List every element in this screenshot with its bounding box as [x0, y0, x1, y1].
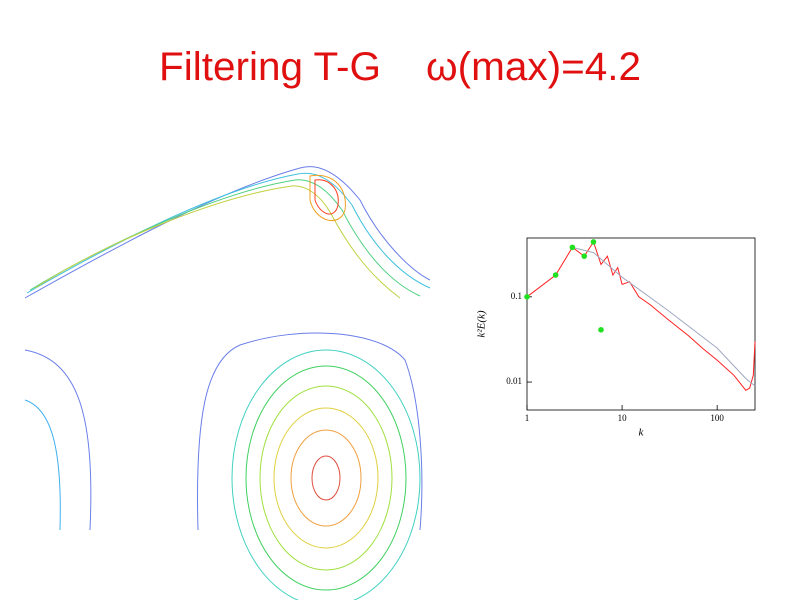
x-tick-label: 1 — [525, 413, 530, 423]
x-axis-label: k — [639, 427, 645, 439]
y-axis-label: k²E(k) — [476, 310, 488, 337]
plot-frame — [526, 237, 756, 411]
contour-bottom — [24, 332, 423, 600]
series-line — [526, 240, 756, 391]
data-point — [598, 327, 604, 333]
y-tick-label: 0.1 — [511, 291, 522, 301]
data-point — [552, 272, 559, 278]
data-point — [569, 244, 576, 251]
data-point — [590, 239, 597, 245]
contour-top — [24, 166, 431, 299]
data-point — [524, 294, 530, 300]
series-line — [572, 246, 756, 387]
y-tick-label: 0.01 — [506, 376, 522, 386]
data-point — [581, 253, 588, 259]
x-tick-label: 10 — [618, 413, 628, 423]
x-tick-label: 100 — [710, 413, 724, 423]
slide-title: Filtering T-G ω(max)=4.2 — [159, 45, 641, 89]
